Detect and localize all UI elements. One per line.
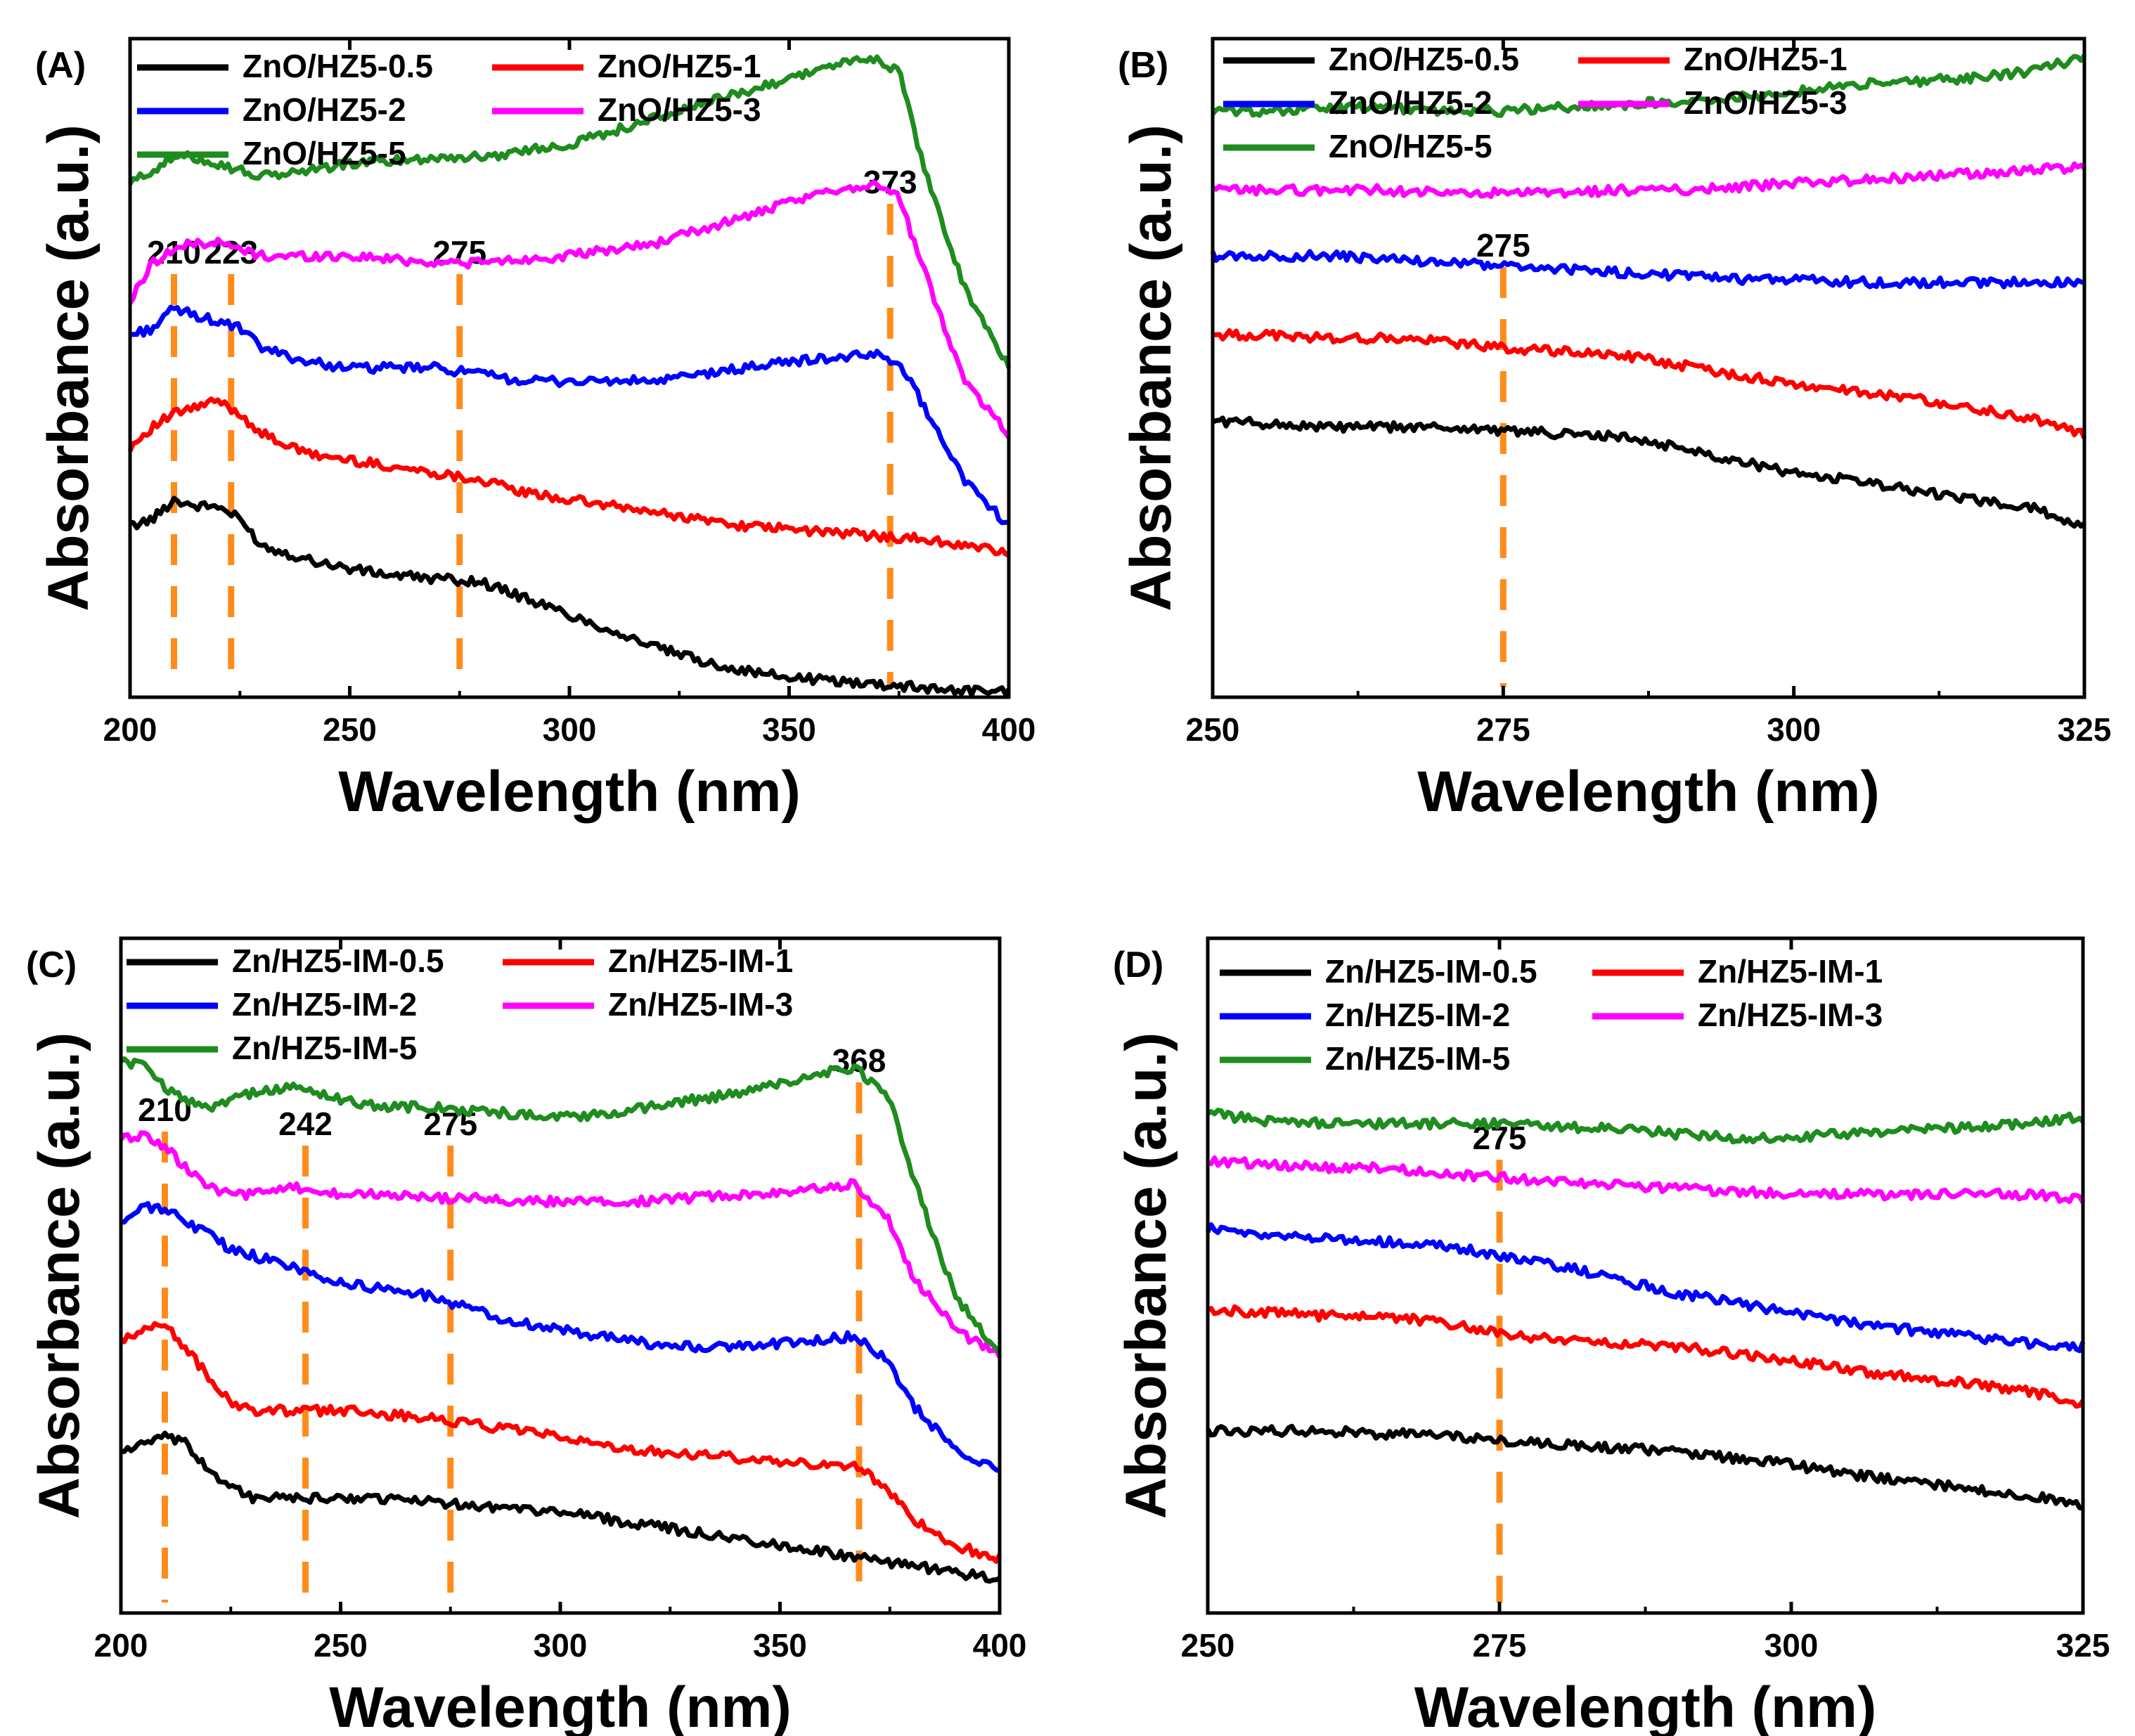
series-line-Zn/HZ5-IM-0.5 — [120, 1430, 1001, 1584]
x-tick-label: 400 — [973, 1627, 1027, 1664]
x-tick-label: 325 — [2058, 711, 2112, 748]
series-line-ZnO/HZ5-2 — [129, 304, 1010, 526]
legend: Zn/HZ5-IM-0.5 Zn/HZ5-IM-1 Zn/HZ5-IM-2 Zn/HZ… — [127, 943, 793, 1066]
series-line-ZnO/HZ5-5 — [1211, 53, 2086, 118]
legend-entry: ZnO/HZ5-1 — [598, 48, 761, 84]
legend-entry: Zn/HZ5-IM-5 — [232, 1030, 417, 1066]
series-line-ZnO/HZ5-1 — [1212, 328, 2087, 439]
x-tick-label: 275 — [1476, 711, 1530, 748]
legend-entry: Zn/HZ5-IM-3 — [608, 986, 793, 1023]
legend-entry: ZnO/HZ5-2 — [243, 91, 406, 128]
x-tick-label: 250 — [1186, 711, 1240, 748]
y-axis-title: Absorbance (a.u.) — [27, 1032, 91, 1520]
y-axis-title: Absorbance (a.u.) — [1119, 124, 1183, 611]
series-line-Zn/HZ5-IM-5 — [1206, 1108, 2085, 1145]
x-tick-label: 325 — [2056, 1627, 2110, 1664]
legend-entry: Zn/HZ5-IM-0.5 — [232, 943, 444, 979]
legend-entry: ZnO/HZ5-5 — [243, 135, 406, 171]
x-tick-label: 350 — [753, 1627, 807, 1664]
legend-entry: ZnO/HZ5-0.5 — [1329, 41, 1519, 77]
legend-entry: Zn/HZ5-IM-1 — [608, 943, 793, 979]
series-line-Zn/HZ5-IM-3 — [1206, 1155, 2086, 1205]
x-tick-label: 300 — [1767, 711, 1821, 748]
legend: ZnO/HZ5-0.5 ZnO/HZ5-1 ZnO/HZ5-2 ZnO/HZ5-3 Zn… — [137, 48, 761, 171]
series-line-ZnO/HZ5-2 — [1210, 249, 2085, 290]
x-tick-label: 400 — [982, 711, 1036, 748]
legend-entry: ZnO/HZ5-5 — [1329, 128, 1492, 164]
legend-entry: ZnO/HZ5-2 — [1329, 84, 1492, 121]
x-axis-title: Wavelength (nm) — [329, 1676, 792, 1736]
legend-entry: Zn/HZ5-IM-2 — [1325, 997, 1510, 1033]
peak-label: 275 — [1476, 227, 1530, 264]
series-line-ZnO/HZ5-0.5 — [129, 495, 1011, 698]
legend: ZnO/HZ5-0.5 ZnO/HZ5-1 ZnO/HZ5-2 ZnO/HZ5-3 Zn… — [1223, 41, 1847, 164]
legend-entry: Zn/HZ5-IM-0.5 — [1325, 953, 1537, 990]
legend-entry: Zn/HZ5-IM-5 — [1325, 1040, 1510, 1077]
legend-entry: ZnO/HZ5-3 — [1684, 84, 1847, 121]
plot-frame — [1206, 936, 2085, 1615]
legend-entry: ZnO/HZ5-3 — [598, 91, 761, 128]
series-line-Zn/HZ5-IM-5 — [119, 1056, 1002, 1354]
series-line-ZnO/HZ5-3 — [1211, 161, 2086, 200]
legend-entry: Zn/HZ5-IM-1 — [1698, 953, 1883, 990]
series-line-Zn/HZ5-IM-2 — [120, 1200, 1001, 1474]
x-tick-label: 250 — [1181, 1627, 1235, 1664]
x-axis-title: Wavelength (nm) — [1414, 1676, 1877, 1736]
x-tick-label: 200 — [103, 711, 157, 748]
x-tick-label: 275 — [1473, 1627, 1527, 1664]
x-tick-label: 200 — [94, 1627, 148, 1664]
legend-entry: Zn/HZ5-IM-3 — [1698, 997, 1883, 1033]
x-axis-title: Wavelength (nm) — [1417, 760, 1880, 824]
series-line-ZnO/HZ5-1 — [127, 396, 1010, 558]
series-line-Zn/HZ5-IM-3 — [119, 1130, 1002, 1359]
peak-label: 223 — [204, 234, 258, 271]
legend-entry: ZnO/HZ5-1 — [1684, 41, 1847, 77]
panel-label: (C) — [26, 945, 77, 985]
series-line-Zn/HZ5-IM-1 — [119, 1321, 1002, 1565]
x-tick-label: 250 — [323, 711, 377, 748]
legend: Zn/HZ5-IM-0.5 Zn/HZ5-IM-1 Zn/HZ5-IM-2 Zn/HZ… — [1220, 953, 1883, 1077]
legend-entry: ZnO/HZ5-0.5 — [243, 48, 433, 84]
peak-label: 368 — [832, 1042, 886, 1079]
series-line-ZnO/HZ5-5 — [128, 54, 1012, 369]
x-tick-label: 300 — [543, 711, 597, 748]
series-line-ZnO/HZ5-0.5 — [1211, 415, 2086, 529]
y-axis-title: Absorbance (a.u.) — [37, 124, 101, 611]
x-axis-title: Wavelength (nm) — [338, 760, 801, 824]
panel-label: (A) — [35, 45, 86, 86]
series-line-Zn/HZ5-IM-1 — [1206, 1304, 2085, 1409]
series-line-Zn/HZ5-IM-2 — [1205, 1222, 2086, 1354]
panel-label: (B) — [1118, 45, 1168, 86]
x-tick-label: 250 — [314, 1627, 368, 1664]
legend-entry: Zn/HZ5-IM-2 — [232, 986, 417, 1023]
peak-label: 242 — [278, 1106, 333, 1142]
panel-label: (D) — [1113, 945, 1163, 985]
x-tick-label: 300 — [534, 1627, 588, 1664]
series-line-Zn/HZ5-IM-0.5 — [1205, 1423, 2084, 1511]
x-tick-label: 350 — [762, 711, 816, 748]
series-line-ZnO/HZ5-3 — [128, 179, 1011, 439]
x-tick-label: 300 — [1765, 1627, 1819, 1664]
chart-panel-b: 275 250 275 300 325 Wavelength (nm) Absorbance… — [1118, 37, 2112, 824]
y-axis-title: Absorbance (a.u.) — [1114, 1032, 1178, 1520]
